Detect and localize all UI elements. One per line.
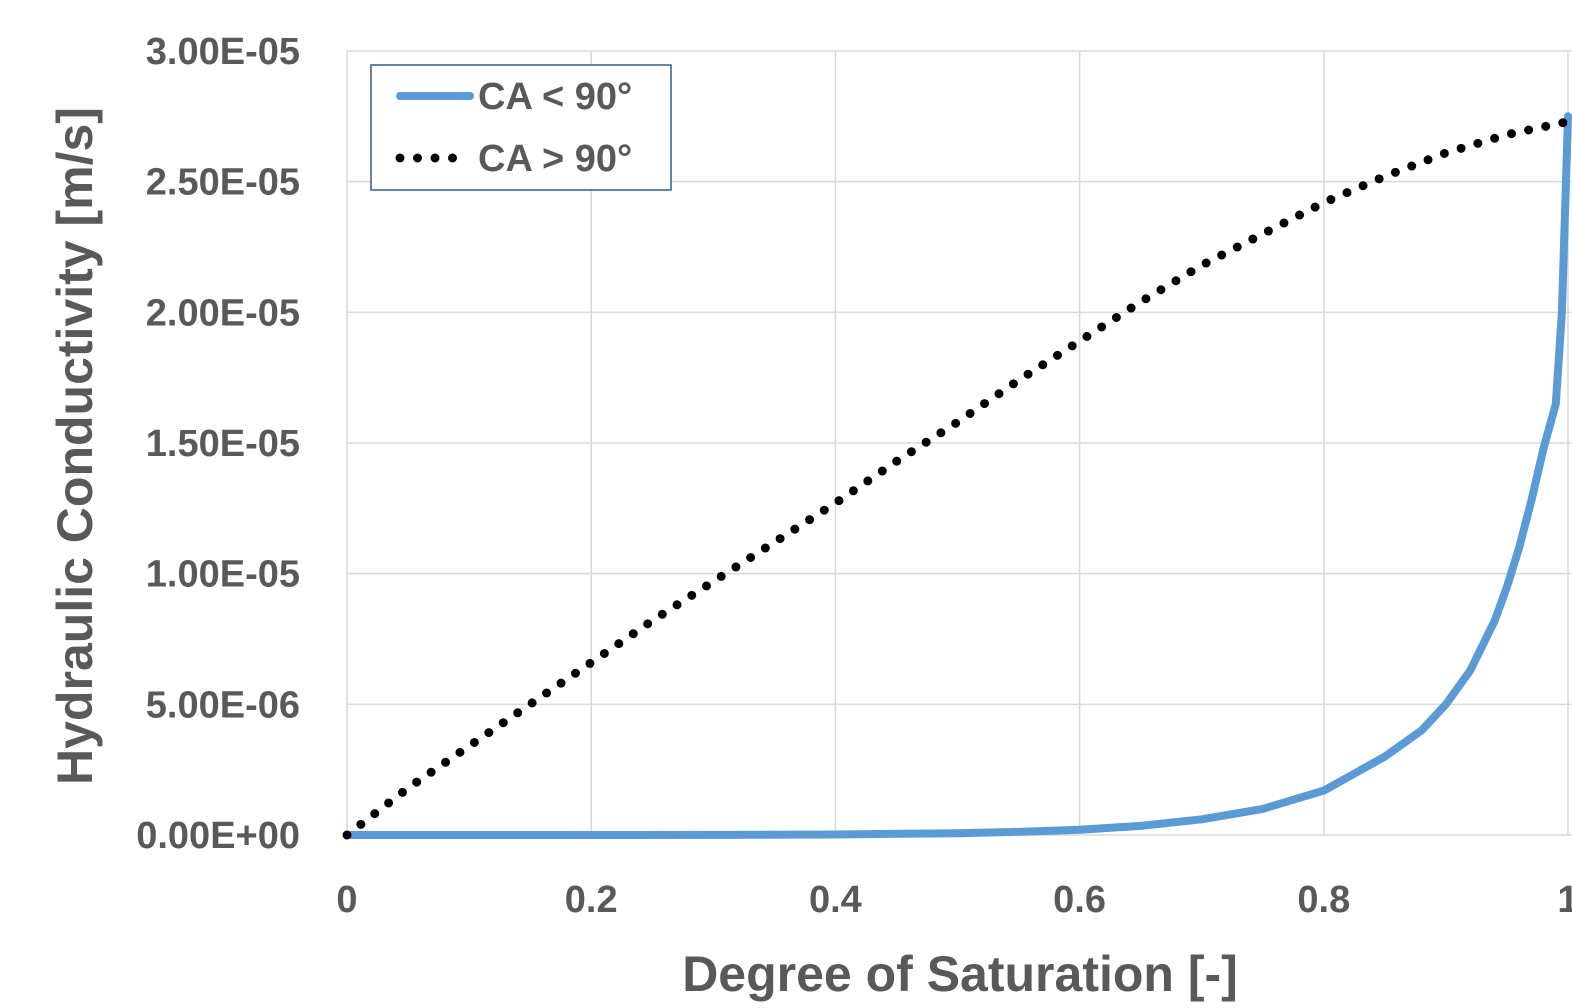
y-tick-label: 2.50E-05 (146, 162, 300, 204)
x-tick-label: 0.6 (1053, 879, 1106, 921)
x-axis-ticks: 0 0.2 0.4 0.6 0.8 1 (336, 879, 1572, 921)
x-tick-label: 0.8 (1297, 879, 1350, 921)
legend: CA < 90° CA > 90° (370, 64, 672, 191)
x-axis-title: Degree of Saturation [-] (682, 946, 1238, 1002)
y-axis-ticks: 0.00E+00 5.00E-06 1.00E-05 1.50E-05 2.00E-05… (136, 31, 300, 857)
series-line-ca-greater-90 (342, 117, 1572, 840)
series-line-ca-less-90 (343, 112, 1572, 839)
x-tick-label: 0.4 (809, 879, 862, 921)
legend-label-ca-greater-90: CA > 90° (478, 138, 632, 180)
legend-box (370, 64, 672, 191)
y-tick-label: 1.50E-05 (146, 423, 300, 465)
y-tick-label: 0.00E+00 (136, 815, 300, 857)
y-axis-title: Hydraulic Conductivity [m/s] (47, 107, 103, 785)
x-tick-label: 0.2 (565, 879, 618, 921)
x-tick-label: 0 (336, 879, 357, 921)
y-tick-label: 2.00E-05 (146, 292, 300, 334)
y-tick-label: 5.00E-06 (146, 684, 300, 726)
y-tick-label: 3.00E-05 (146, 31, 300, 73)
x-tick-label: 1 (1557, 879, 1572, 921)
y-tick-label: 1.00E-05 (146, 554, 300, 596)
legend-label-ca-less-90: CA < 90° (478, 76, 632, 118)
series-layer (342, 112, 1572, 840)
